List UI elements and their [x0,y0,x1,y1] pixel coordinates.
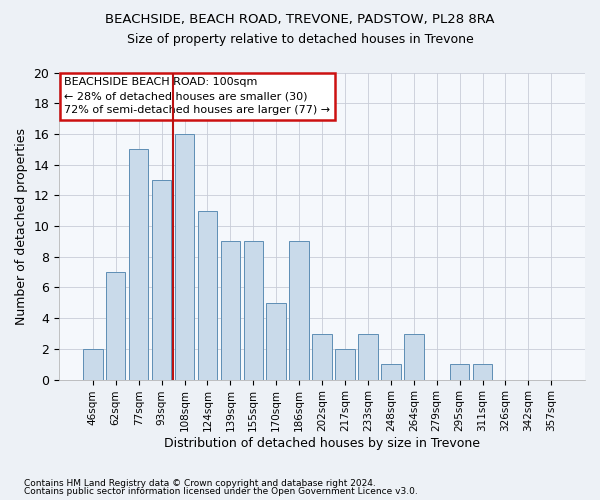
Bar [313,334,332,380]
Text: BEACHSIDE BEACH ROAD: 100sqm
← 28% of detached houses are smaller (30)
72% of se: BEACHSIDE BEACH ROAD: 100sqm ← 28% of de… [64,77,331,115]
Bar [175,134,194,380]
Bar [83,349,103,380]
Bar [197,210,217,380]
Bar [106,272,125,380]
X-axis label: Distribution of detached houses by size in Trevone: Distribution of detached houses by size … [164,437,480,450]
Bar [358,334,377,380]
Bar [381,364,401,380]
Y-axis label: Number of detached properties: Number of detached properties [15,128,28,324]
Bar [335,349,355,380]
Text: BEACHSIDE, BEACH ROAD, TREVONE, PADSTOW, PL28 8RA: BEACHSIDE, BEACH ROAD, TREVONE, PADSTOW,… [105,12,495,26]
Bar [404,334,424,380]
Bar [266,303,286,380]
Text: Contains HM Land Registry data © Crown copyright and database right 2024.: Contains HM Land Registry data © Crown c… [24,478,376,488]
Bar [450,364,469,380]
Bar [244,242,263,380]
Bar [221,242,240,380]
Bar [129,150,148,380]
Bar [152,180,172,380]
Text: Contains public sector information licensed under the Open Government Licence v3: Contains public sector information licen… [24,487,418,496]
Text: Size of property relative to detached houses in Trevone: Size of property relative to detached ho… [127,32,473,46]
Bar [289,242,309,380]
Bar [473,364,493,380]
